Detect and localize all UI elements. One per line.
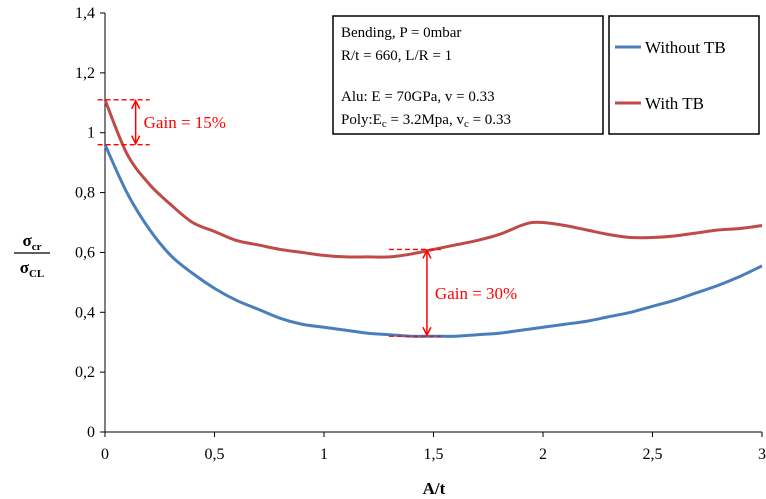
y-axis-title-denominator: σCL (20, 258, 45, 280)
gain-arrowhead-down (422, 326, 432, 337)
info-line-2: R/t = 660, L/R = 1 (341, 48, 452, 64)
x-tick-label: 3 (758, 446, 766, 463)
series-layer (103, 99, 763, 338)
y-axis-title: σcr σCL (14, 231, 50, 280)
info-box: Bending, P = 0mbar R/t = 660, L/R = 1 Al… (332, 15, 604, 135)
annotation-layer: Gain = 15% Gain = 30% (97, 99, 517, 337)
y-tick-label: 0,2 (75, 364, 95, 381)
x-tick-label: 0,5 (205, 446, 225, 463)
y-tick-label: 0,4 (75, 304, 95, 321)
y-tick-label: 1,4 (75, 5, 95, 22)
info-line-4: Alu: E = 70GPa, v = 0.33 (341, 89, 495, 105)
gain-annotation-2: Gain = 30% (388, 248, 517, 337)
x-tick-label: 1 (320, 446, 328, 463)
x-tick-group: 0 0,5 1 1,5 2 2,5 3 (101, 432, 766, 463)
x-axis-title: A/t (423, 479, 446, 498)
series-line-without-tb (103, 144, 763, 338)
gain-arrowhead-down (130, 135, 141, 146)
y-tick-group: 0 0,2 0,4 0,6 0,8 1 1,2 1,4 (75, 5, 105, 441)
gain-arrowhead-up (422, 248, 432, 259)
legend-frame (608, 15, 760, 135)
info-line-1: Bending, P = 0mbar (341, 25, 461, 41)
y-tick-label: 0 (87, 424, 95, 441)
info-box-frame (332, 15, 604, 135)
y-tick-label: 1 (87, 125, 95, 142)
x-tick-label: 0 (101, 446, 109, 463)
legend: Without TB With TB (608, 15, 760, 135)
y-tick-label: 0,6 (75, 244, 95, 261)
y-tick-label: 1,2 (75, 65, 95, 82)
gain-arrowhead-up (130, 99, 141, 110)
series-line-with-tb (103, 99, 763, 259)
gain-annotation-1: Gain = 15% (97, 99, 226, 146)
y-tick-label: 0,8 (75, 185, 95, 202)
x-tick-label: 2 (539, 446, 547, 463)
legend-label-without-tb: Without TB (645, 38, 726, 57)
gain-label: Gain = 30% (435, 284, 517, 303)
y-axis-title-numerator: σcr (22, 231, 41, 253)
x-tick-label: 2,5 (643, 446, 663, 463)
info-line-5: Poly:Ec = 3.2Mpa, vc = 0.33 (341, 112, 511, 130)
x-tick-label: 1,5 (424, 446, 444, 463)
gain-label: Gain = 15% (144, 113, 226, 132)
legend-label-with-tb: With TB (645, 94, 704, 113)
